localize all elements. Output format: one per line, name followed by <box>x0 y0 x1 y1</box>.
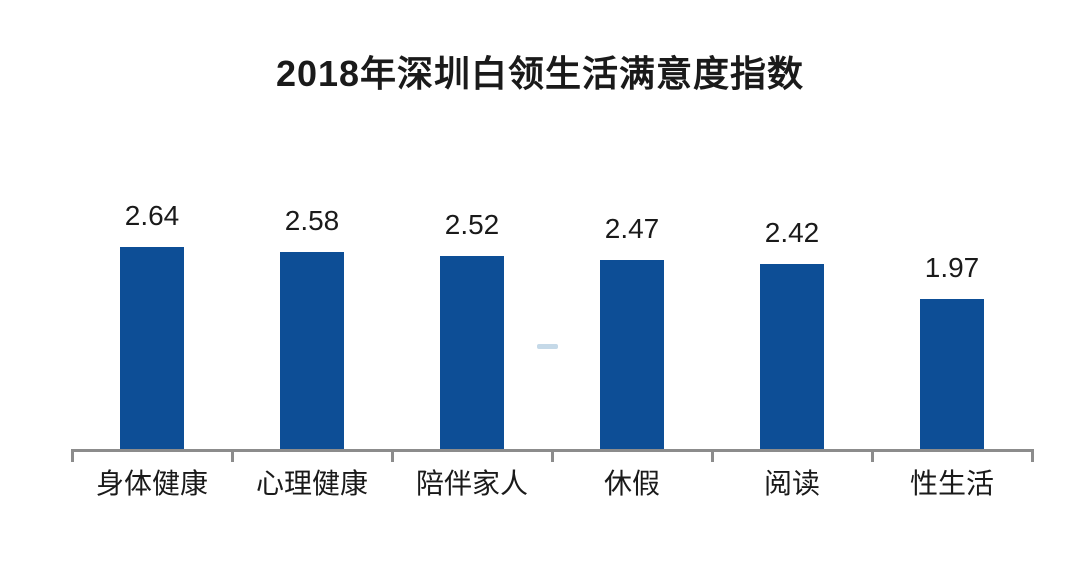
bar-column: 2.47 <box>552 150 712 450</box>
axis-tick <box>71 449 74 462</box>
chart-title: 2018年深圳白领生活满意度指数 <box>275 53 805 94</box>
bar-value-label: 2.58 <box>284 205 340 236</box>
category-label: 休假 <box>603 468 660 499</box>
x-axis-line <box>71 449 1034 462</box>
axis-tick <box>1031 449 1034 462</box>
category-label: 性生活 <box>909 468 994 499</box>
bar <box>920 299 984 450</box>
category-label: 阅读 <box>763 468 820 499</box>
category-label: 陪伴家人 <box>415 468 528 499</box>
axis-tick <box>871 449 874 462</box>
bar-column: 2.52 <box>392 150 552 450</box>
bar-value-label: 1.97 <box>924 252 980 283</box>
bar-columns: 2.64 2.58 2.52 2.47 2.42 1.97 <box>72 150 1032 450</box>
category-label: 身体健康 <box>95 468 208 499</box>
bar <box>280 252 344 450</box>
bar <box>120 247 184 450</box>
bar-value-label: 2.47 <box>604 213 660 244</box>
bar-value-label: 2.64 <box>124 200 180 231</box>
axis-tick <box>231 449 234 462</box>
bar-column: 2.42 <box>712 150 872 450</box>
bar-column: 2.64 <box>72 150 232 450</box>
axis-tick <box>391 449 394 462</box>
bar-column: 1.97 <box>872 150 1032 450</box>
category-label: 心理健康 <box>255 468 368 499</box>
axis-tick <box>551 449 554 462</box>
category-label-row: 身体健康 心理健康 陪伴家人 休假 阅读 性生活 <box>72 466 1032 502</box>
bar-column: 2.58 <box>232 150 392 450</box>
axis-tick <box>711 449 714 462</box>
bar <box>440 256 504 450</box>
bar <box>600 260 664 450</box>
bar <box>760 264 824 450</box>
bar-value-label: 2.52 <box>444 209 500 240</box>
watermark-dash <box>537 344 558 349</box>
bar-value-label: 2.42 <box>764 217 820 248</box>
plot-area: 2.64 2.58 2.52 2.47 2.42 1.97 <box>72 150 1032 450</box>
